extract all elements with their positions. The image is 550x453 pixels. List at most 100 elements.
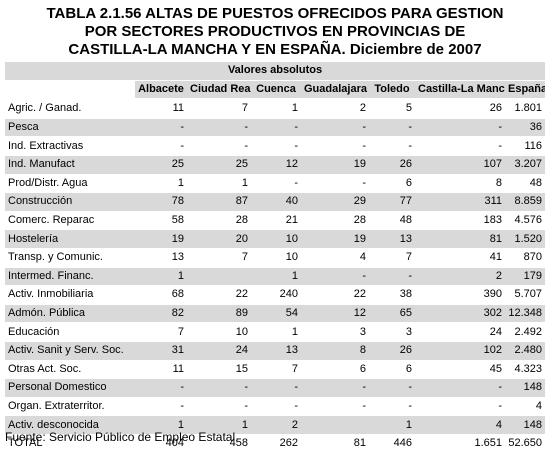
table-cell: 11 [135,360,187,380]
table-row: Activ. Sanit y Serv. Soc. 31 24 13 8 26 102 2.4… [5,341,546,361]
column-header: Albacete [135,80,187,101]
row-label: Educación [5,322,135,342]
total-cell: 52.650 [505,433,546,453]
table-cell: - [301,118,369,138]
table-cell: - [135,118,187,138]
table-cell: 13 [251,341,301,361]
table-cell: 3.207 [505,155,546,175]
table-row: Construcción 78 87 40 29 77 311 8.859 [5,192,546,212]
table-cell: - [369,136,415,156]
table-cell: 7 [369,248,415,268]
table-cell: 24 [415,322,505,342]
table-cell: 45 [415,360,505,380]
table-cell: 4 [415,415,505,435]
table-cell: 2 [251,415,301,435]
table-cell: 26 [415,99,505,119]
column-header: Ciudad Real [187,80,251,101]
total-cell: 81 [301,433,369,453]
table-cell: - [301,136,369,156]
table-cell: - [135,136,187,156]
table-cell: 4 [505,397,546,417]
row-label: Pesca [5,118,135,138]
title-line-2: POR SECTORES PRODUCTIVOS EN PROVINCIAS D… [84,23,466,40]
table-cell: 22 [187,285,251,305]
table-row: Otras Act. Soc. 11 15 7 6 6 45 4.323 [5,360,546,380]
table-cell: 26 [369,341,415,361]
table-cell: - [415,136,505,156]
table-cell: 19 [301,229,369,249]
table-cell: - [135,397,187,417]
table-cell: 22 [301,285,369,305]
table-cell: 54 [251,304,301,324]
table-cell: 48 [505,174,546,194]
table-cell: 10 [251,229,301,249]
column-header: España [505,80,546,101]
table-cell: - [369,397,415,417]
column-header: Castilla-La Mancha [415,80,505,101]
table-cell: 25 [135,155,187,175]
table-cell: 2 [415,267,505,287]
table-cell: 82 [135,304,187,324]
table-cell: 31 [135,341,187,361]
table-cell: 240 [251,285,301,305]
table-cell: - [415,397,505,417]
table-row: Hostelería 19 20 10 19 13 81 1.520 [5,229,546,249]
table-cell: 1 [187,174,251,194]
table-cell: 7 [187,248,251,268]
title-line-1: TABLA 2.1.56 ALTAS DE PUESTOS OFRECIDOS … [46,5,504,22]
table-cell: 6 [369,360,415,380]
column-header-blank [5,80,135,101]
table-cell: 183 [415,211,505,231]
table-cell: 20 [187,229,251,249]
table-row: Organ. Extraterritor. - - - - - -4 [5,397,546,417]
table-cell: 311 [415,192,505,212]
table-cell: 13 [135,248,187,268]
table-cell: 58 [135,211,187,231]
row-label: Intermed. Financ. [5,267,135,287]
table-cell: - [251,118,301,138]
table-cell: - [135,378,187,398]
row-label: Otras Act. Soc. [5,360,135,380]
table-row: Intermed. Financ. 1 1- -2 179 [5,267,546,287]
table-cell: 19 [135,229,187,249]
table-cell: 3 [369,322,415,342]
total-cell: 262 [251,433,301,453]
table-cell: 5 [369,99,415,119]
table-cell: 28 [301,211,369,231]
table-cell: - [251,174,301,194]
table-cell: 1 [135,174,187,194]
table-cell: 10 [187,322,251,342]
table-cell: 390 [415,285,505,305]
row-label: Construcción [5,192,135,212]
table-cell: 81 [415,229,505,249]
table-cell: 12 [301,304,369,324]
table-caption: Valores absolutos [5,62,546,81]
total-cell: 446 [369,433,415,453]
row-label: Ind. Manufact [5,155,135,175]
table-cell: 4 [301,248,369,268]
table-cell: 1 [251,99,301,119]
table-title: TABLA 2.1.56 ALTAS DE PUESTOS OFRECIDOS … [0,5,550,59]
table-cell: 4.323 [505,360,546,380]
row-label: Transp. y Comunic. [5,248,135,268]
table-cell: 28 [187,211,251,231]
table-cell [301,415,369,435]
table-cell: - [251,136,301,156]
table-cell: 870 [505,248,546,268]
table-cell: - [415,378,505,398]
table-row: Educación 7 10 1 3 3 24 2.492 [5,322,546,342]
table-cell: - [369,267,415,287]
table-cell [187,267,251,287]
table-cell: 10 [251,248,301,268]
table-cell: 13 [369,229,415,249]
table-row: Ind. Manufact 25 25 12 19 26 107 3.207 [5,155,546,175]
table-cell: 19 [301,155,369,175]
table-cell: - [251,397,301,417]
table-row: Transp. y Comunic. 13 7 10 4 7 41 870 [5,248,546,268]
table-cell: 36 [505,118,546,138]
data-table: Valores absolutos Albacete Ciudad Real Cue… [5,62,546,453]
table-cell: 21 [251,211,301,231]
column-header: Cuenca [251,80,301,101]
table-cell: - [251,378,301,398]
table-cell: - [187,118,251,138]
